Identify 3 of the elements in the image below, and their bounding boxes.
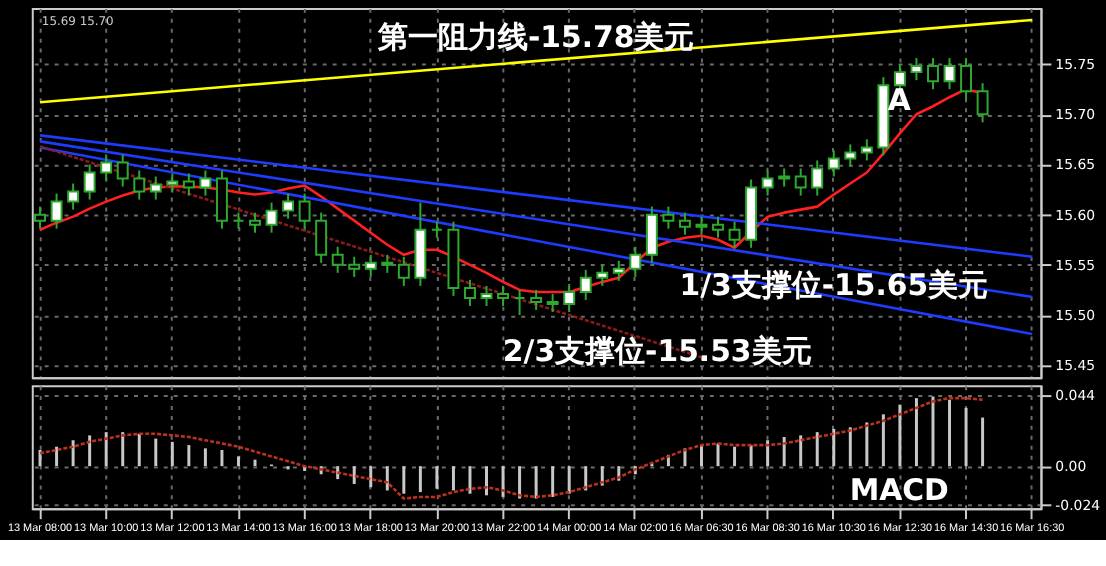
annotation: 2/3支撑位-15.53美元 [502,333,812,370]
annotation: 第一阻力线-15.78美元 [375,19,695,56]
annotation: MACD [849,471,949,508]
